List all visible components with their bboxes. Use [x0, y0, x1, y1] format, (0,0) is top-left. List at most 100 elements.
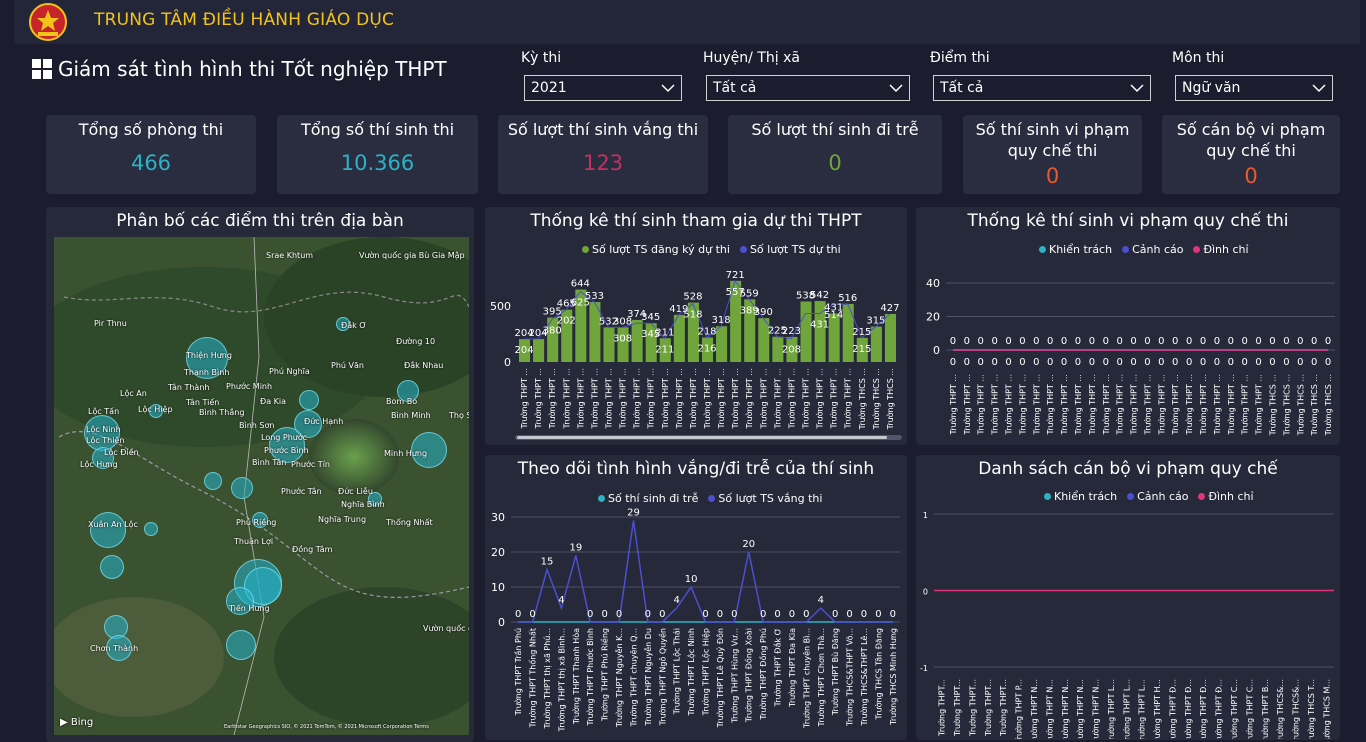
map-bubble[interactable] — [186, 337, 228, 379]
kpi-value: 0 — [828, 151, 842, 175]
x-tick-label: Trường THPT ... — [618, 368, 628, 429]
bar-registered — [561, 309, 573, 362]
x-tick-label: Trường THPT ... — [716, 368, 726, 429]
x-tick-label: Trường THPT Thống Nhất — [528, 628, 538, 728]
map-bubble[interactable] — [226, 630, 256, 660]
staff-chart-title: Danh sách cán bộ vi phạm quy chế — [978, 459, 1278, 479]
x-tick-label: Trường THPT ... — [962, 374, 972, 435]
x-tick-label: Trường THPT... — [967, 679, 977, 737]
x-tick-label: Trường THCS M... — [1321, 679, 1331, 739]
diem-thi-value: Tất cả — [940, 80, 984, 96]
data-label: 528 — [683, 292, 702, 303]
data-label: 204 — [514, 328, 533, 339]
absence-chart-title: Theo dõi tình hình vắng/đi trễ của thí s… — [517, 459, 875, 479]
place-label: Pir Thnu — [94, 319, 127, 328]
data-label: 721 — [726, 270, 745, 281]
map-bubble[interactable] — [411, 432, 447, 468]
chart-scrollbar[interactable] — [515, 435, 902, 440]
data-label: 532 — [599, 316, 618, 327]
place-label: Long Phước — [261, 433, 308, 442]
filter-label-ky-thi: Kỳ thi — [521, 50, 562, 66]
legend-label: Đình chỉ — [1208, 490, 1254, 503]
y-tick-label: 40 — [926, 277, 940, 290]
x-tick-label: Trường THPT ... — [815, 368, 825, 429]
data-label: 557 — [726, 287, 745, 298]
y-tick-label: 0 — [498, 616, 505, 629]
place-label: Phước Bình — [264, 446, 309, 455]
bar-registered — [575, 289, 587, 362]
map-bubble[interactable] — [226, 587, 254, 615]
map-bubble[interactable] — [144, 522, 158, 536]
map-bubble[interactable] — [106, 635, 132, 661]
bar-registered — [842, 303, 854, 362]
place-label: Tân Thành — [168, 383, 210, 392]
absence-legend: Số thí sinh đi trễ Số lượt TS vắng thi — [598, 492, 822, 505]
x-tick-label: Trường THPT C... — [1229, 679, 1239, 739]
x-tick-label: Trường THPT ... — [1073, 374, 1083, 435]
data-label: 0 — [846, 609, 852, 620]
bar-registered — [617, 327, 629, 362]
data-label: 0 — [1019, 357, 1025, 368]
x-tick-label: Trường THPT ... — [632, 368, 642, 429]
legend-item: Đình chỉ — [1198, 490, 1254, 503]
data-label: 0 — [991, 357, 997, 368]
legend-item: Số lượt TS đăng ký dự thi — [582, 243, 730, 256]
place-label: Thiện Hưng — [186, 351, 232, 360]
map-bubble[interactable] — [231, 477, 253, 499]
place-label: Bình Minh — [391, 411, 431, 420]
data-label: 0 — [717, 609, 723, 620]
map-bubble[interactable] — [252, 512, 268, 528]
data-label: 0 — [1158, 336, 1164, 347]
x-tick-label: Trường THPT ... — [730, 368, 740, 429]
bing-logo: ▶ Bing — [60, 717, 94, 728]
y-tick-label: -1 — [920, 664, 928, 673]
data-label: 431 — [810, 320, 829, 331]
bar-registered — [758, 318, 770, 362]
x-tick-label: Trường THPT ... — [688, 368, 698, 429]
x-tick-label: Trường THPT Đ... — [1167, 679, 1177, 739]
x-tick-label: Trường THPT ... — [674, 368, 684, 429]
ky-thi-value: 2021 — [531, 80, 567, 96]
x-tick-label: Trường THPT ... — [533, 368, 543, 429]
data-label: 318 — [712, 315, 731, 326]
map-bubble[interactable] — [84, 415, 120, 451]
data-label: 0 — [991, 336, 997, 347]
map-bubble[interactable] — [397, 380, 419, 402]
data-label: 0 — [1228, 336, 1234, 347]
map-bubble[interactable] — [368, 492, 382, 506]
place-label: Bình Tân — [252, 458, 287, 467]
mon-thi-select[interactable]: Ngữ văn — [1175, 75, 1333, 101]
map-bubble[interactable] — [299, 390, 319, 410]
place-label: Vườn quốc gia Bù Gia Mập — [359, 251, 465, 260]
ky-thi-select[interactable]: 2021 — [524, 75, 682, 101]
x-tick-label: Trường THPT ... — [1254, 374, 1264, 435]
district-map[interactable]: Srae Khtum Vườn quốc gia Bù Gia Mập Pir … — [54, 237, 469, 735]
bar-registered — [856, 337, 868, 362]
x-tick-label: Trường THPT Ngô Quyền — [657, 628, 667, 726]
filter-label-diem-thi: Điểm thi — [930, 50, 990, 66]
x-tick-label: Trường THCS Tân Đăng — [873, 628, 883, 720]
bar-registered — [800, 301, 812, 362]
legend-label: Cảnh cáo — [1132, 243, 1184, 256]
place-label: Lộc Ninh — [86, 425, 121, 434]
x-tick-label: Trường THPT ... — [1115, 374, 1125, 435]
map-bubble[interactable] — [90, 512, 126, 548]
map-bubble[interactable] — [100, 555, 124, 579]
bar-registered — [884, 313, 896, 362]
staff-violation-chart: -1 0 1 Trường THPT... Trường THPT... Trường T… — [920, 511, 1334, 739]
map-bubble[interactable] — [149, 404, 163, 418]
map-bubble[interactable] — [92, 447, 114, 469]
map-bubble[interactable] — [269, 427, 305, 463]
x-tick-label: Trường THPT ... — [843, 368, 853, 429]
data-label: 514 — [824, 310, 843, 321]
map-bubble[interactable] — [204, 472, 222, 490]
diem-thi-select[interactable]: Tất cả — [933, 75, 1151, 101]
map-bubble[interactable] — [336, 317, 350, 331]
place-label: Thống Nhất — [386, 518, 433, 527]
scrollbar-thumb[interactable] — [517, 436, 887, 439]
legend-item: Số thí sinh đi trễ — [598, 492, 698, 505]
x-tick-label: Trường THPT ... — [1059, 374, 1069, 435]
huyen-select[interactable]: Tất cả — [706, 75, 910, 101]
data-label: 390 — [754, 307, 773, 318]
x-tick-label: Trường THPT Hùng Vư... — [729, 628, 739, 724]
